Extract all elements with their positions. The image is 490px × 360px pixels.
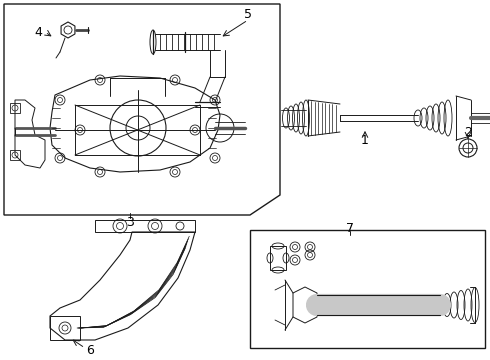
Text: 7: 7	[346, 221, 354, 234]
Text: 2: 2	[464, 126, 472, 139]
Text: 1: 1	[361, 134, 369, 147]
Text: 6: 6	[86, 343, 94, 356]
Bar	[270, 246, 286, 270]
Text: 3: 3	[126, 216, 134, 229]
Bar	[10, 150, 20, 160]
Text: 5: 5	[244, 9, 252, 22]
Text: 4: 4	[34, 26, 42, 39]
Bar	[250, 230, 485, 348]
Bar	[10, 103, 20, 113]
